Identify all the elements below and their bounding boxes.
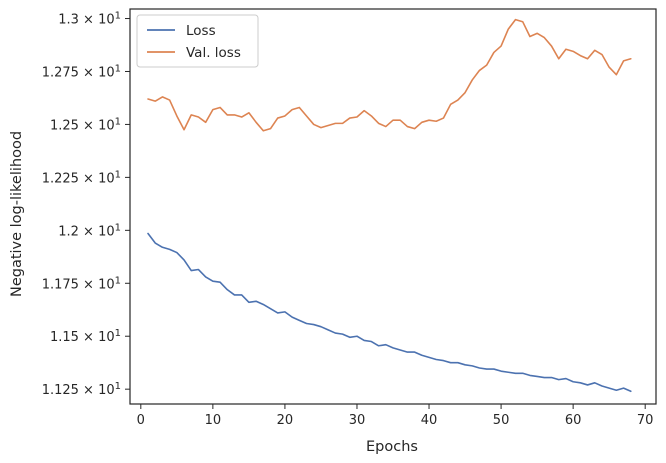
x-tick-label: 40 <box>421 413 438 428</box>
series-line-loss <box>147 232 632 393</box>
series-line-val-loss <box>147 18 632 132</box>
y-tick-label: 1.25 × 101 <box>50 116 121 133</box>
y-tick-label: 1.3 × 101 <box>58 11 121 28</box>
y-tick-label: 1.275 × 101 <box>42 63 121 80</box>
legend-frame <box>136 14 259 68</box>
x-tick-label: 60 <box>565 413 582 428</box>
x-tick-label: 50 <box>493 413 510 428</box>
axes-frame <box>129 8 657 405</box>
plot-area <box>130 9 656 404</box>
y-tick-label: 1.125 × 101 <box>42 381 121 398</box>
y-axis-ticks: 1.125 × 101 1.15 × 101 1.175 × 101 1.2 × 10… <box>42 11 130 398</box>
x-axis-label: Epochs <box>366 439 418 455</box>
x-tick-label: 10 <box>205 413 222 428</box>
x-tick-label: 70 <box>637 413 654 428</box>
y-tick-label: 1.15 × 101 <box>50 328 121 345</box>
y-axis-label: Negative log-likelihood <box>9 131 25 297</box>
x-tick-label: 20 <box>277 413 294 428</box>
y-tick-label: 1.175 × 101 <box>42 275 121 292</box>
legend: Loss Val. loss <box>136 14 259 68</box>
axes-border <box>129 8 657 405</box>
series-layer <box>147 18 632 393</box>
plot-background <box>130 9 656 404</box>
x-tick-label: 30 <box>349 413 366 428</box>
legend-label-loss: Loss <box>186 23 216 39</box>
y-tick-label: 1.2 × 101 <box>58 222 121 239</box>
x-tick-label: 0 <box>137 413 145 428</box>
y-tick-label: 1.225 × 101 <box>42 169 121 186</box>
x-axis-ticks: 0 10 20 30 40 50 60 70 <box>137 404 654 428</box>
legend-label-val-loss: Val. loss <box>186 45 241 61</box>
